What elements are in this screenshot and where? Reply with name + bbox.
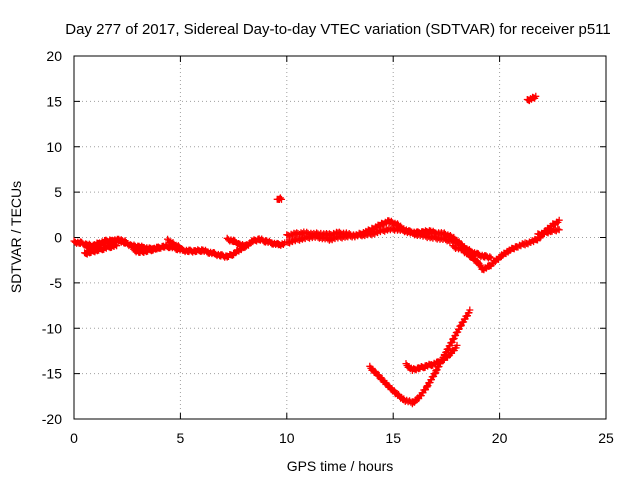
x-tick-label: 15	[385, 430, 401, 446]
data-track	[402, 341, 461, 374]
y-tick-label: 20	[46, 48, 62, 64]
data-track	[449, 216, 563, 274]
y-tick-label: -5	[50, 275, 63, 291]
x-axis-label: GPS time / hours	[287, 458, 394, 474]
y-tick-label: 15	[46, 93, 62, 109]
data-track	[223, 234, 250, 251]
y-axis-label: SDTVAR / TECUs	[8, 181, 24, 293]
data-track	[273, 194, 285, 203]
chart-title: Day 277 of 2017, Sidereal Day-to-day VTE…	[65, 21, 611, 38]
y-tick-label: -20	[42, 411, 62, 427]
x-tick-label: 0	[70, 430, 78, 446]
grid-lines	[74, 56, 606, 419]
y-tick-label: -15	[42, 366, 62, 382]
data-track	[81, 241, 121, 258]
y-tick-label: 10	[46, 139, 62, 155]
x-tick-label: 5	[177, 430, 185, 446]
y-axis-ticks: -20 -15 -10 -5 0 5 10 15 20	[42, 48, 606, 427]
x-tick-label: 25	[598, 430, 614, 446]
x-tick-label: 10	[279, 430, 295, 446]
y-tick-label: -10	[42, 320, 62, 336]
y-tick-label: 0	[54, 230, 62, 246]
data-track	[523, 92, 540, 105]
y-tick-label: 5	[54, 184, 62, 200]
data-track	[534, 225, 563, 239]
data-track	[130, 243, 163, 256]
x-tick-label: 20	[492, 430, 508, 446]
data-points	[70, 92, 563, 408]
data-track	[283, 224, 461, 247]
x-axis-ticks: 0 5 10 15 20 25	[70, 56, 614, 446]
data-track	[164, 235, 184, 252]
data-track	[366, 306, 474, 408]
